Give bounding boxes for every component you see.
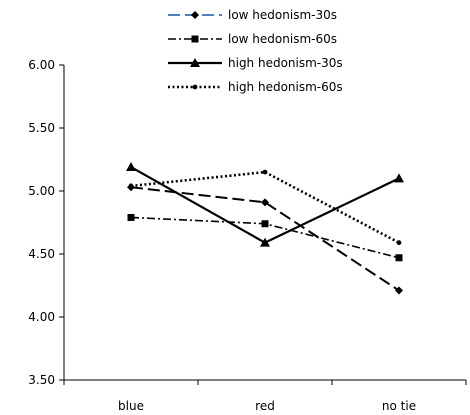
data-point	[396, 240, 402, 246]
legend-marker	[190, 58, 200, 67]
data-point	[260, 237, 270, 247]
x-ticks: blue red no tie	[63, 380, 467, 413]
legend-label: high hedonism-60s	[228, 80, 343, 94]
legend-marker	[192, 84, 198, 90]
legend-item: high hedonism-30s	[168, 56, 343, 70]
series	[126, 162, 404, 295]
legend-label: high hedonism-30s	[228, 56, 343, 70]
series-3	[128, 169, 402, 246]
axes	[63, 65, 466, 381]
legend-item: low hedonism-60s	[168, 32, 337, 46]
data-point	[126, 162, 136, 172]
legend-marker	[191, 35, 199, 43]
y-ticks: 3.50 4.00 4.50 5.00 5.50 6.00	[28, 58, 64, 387]
data-point	[261, 198, 269, 207]
data-point	[395, 286, 403, 295]
legend-item: low hedonism-30s	[168, 8, 337, 22]
legend: low hedonism-30s low hedonism-60s high hed…	[168, 8, 343, 94]
y-tick-label: 6.00	[28, 58, 55, 72]
series-1	[127, 213, 403, 262]
y-tick-label: 5.50	[28, 121, 55, 135]
data-point	[395, 254, 403, 262]
y-tick-label: 4.50	[28, 247, 55, 261]
x-tick-label: no tie	[382, 399, 416, 413]
legend-marker	[191, 11, 199, 19]
series-2	[126, 162, 404, 247]
legend-label: low hedonism-30s	[228, 8, 337, 22]
data-point	[128, 183, 134, 189]
data-point	[127, 213, 135, 221]
y-tick-label: 5.00	[28, 184, 55, 198]
series-line	[130, 170, 400, 244]
x-tick-label: blue	[118, 399, 144, 413]
legend-label: low hedonism-60s	[228, 32, 337, 46]
y-tick-label: 3.50	[28, 373, 55, 387]
legend-item: high hedonism-60s	[168, 80, 343, 94]
data-point	[261, 220, 269, 228]
data-point	[394, 173, 404, 183]
y-tick-label: 4.00	[28, 310, 55, 324]
x-tick-label: red	[255, 399, 275, 413]
data-point	[262, 169, 268, 175]
